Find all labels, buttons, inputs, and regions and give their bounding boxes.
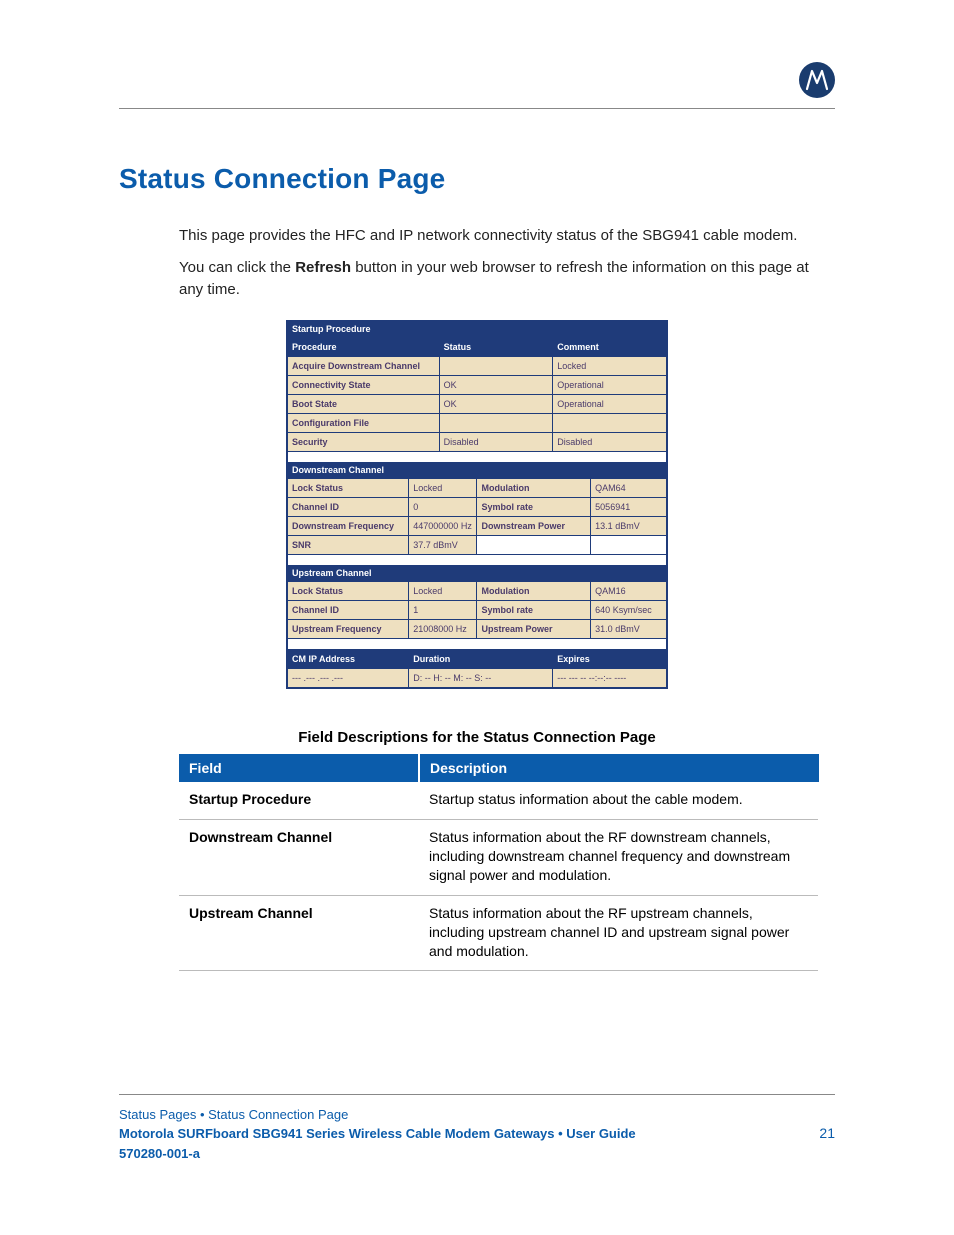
motorola-logo-icon xyxy=(799,62,835,98)
table-row: Channel ID1Symbol rate640 Ksym/sec xyxy=(288,601,667,620)
ip-h0: CM IP Address xyxy=(288,650,409,669)
table-row: Upstream Frequency21008000 HzUpstream Po… xyxy=(288,620,667,639)
startup-h1: Status xyxy=(439,338,553,357)
table-row: Channel ID0Symbol rate5056941 xyxy=(288,498,667,517)
table-row: Lock StatusLockedModulationQAM16 xyxy=(288,582,667,601)
status-screenshot: Startup Procedure Procedure Status Comme… xyxy=(286,320,668,689)
footer-doc-number: 570280-001-a xyxy=(119,1144,835,1164)
field-descriptions-table: Field Description Startup Procedure Star… xyxy=(179,754,819,971)
footer-guide-title: Motorola SURFboard SBG941 Series Wireles… xyxy=(119,1124,835,1144)
table-row: Boot StateOKOperational xyxy=(288,395,667,414)
ip-h2: Expires xyxy=(553,650,667,669)
footer-breadcrumb: Status Pages • Status Connection Page xyxy=(119,1105,835,1125)
field-desc-heading: Field Descriptions for the Status Connec… xyxy=(119,729,835,746)
ip-h1: Duration xyxy=(409,650,553,669)
startup-header-row: Procedure Status Comment xyxy=(288,338,667,357)
downstream-table: Lock StatusLockedModulationQAM64 Channel… xyxy=(287,478,667,565)
startup-section-title: Startup Procedure xyxy=(287,321,667,337)
field-h1: Description xyxy=(419,754,818,782)
header-rule xyxy=(119,108,835,109)
table-row: Downstream Frequency447000000 HzDownstre… xyxy=(288,517,667,536)
table-row: Configuration File xyxy=(288,414,667,433)
table-row: --- .--- .--- .--- D: -- H: -- M: -- S: … xyxy=(288,669,667,688)
intro-p2: You can click the Refresh button in your… xyxy=(179,257,835,301)
table-row: SNR37.7 dBmV xyxy=(288,536,667,555)
ip-table: CM IP Address Duration Expires --- .--- … xyxy=(287,649,667,688)
table-row: SecurityDisabledDisabled xyxy=(288,433,667,452)
upstream-section-title: Upstream Channel xyxy=(287,565,667,581)
startup-table: Procedure Status Comment Acquire Downstr… xyxy=(287,337,667,462)
table-row: Upstream Channel Status information abou… xyxy=(179,895,818,971)
ip-header-row: CM IP Address Duration Expires xyxy=(288,650,667,669)
field-h0: Field xyxy=(179,754,419,782)
page-title: Status Connection Page xyxy=(119,163,835,195)
table-row: Lock StatusLockedModulationQAM64 xyxy=(288,479,667,498)
page-footer: Status Pages • Status Connection Page Mo… xyxy=(119,1094,835,1164)
intro-p1: This page provides the HFC and IP networ… xyxy=(179,225,835,247)
upstream-table: Lock StatusLockedModulationQAM16 Channel… xyxy=(287,581,667,649)
startup-h2: Comment xyxy=(553,338,667,357)
intro-text: This page provides the HFC and IP networ… xyxy=(179,225,835,300)
table-row: Startup Procedure Startup status informa… xyxy=(179,782,818,819)
table-row: Downstream Channel Status information ab… xyxy=(179,820,818,896)
table-row: Connectivity StateOKOperational xyxy=(288,376,667,395)
footer-page-number: 21 xyxy=(819,1123,835,1144)
table-row: Acquire Downstream ChannelLocked xyxy=(288,357,667,376)
field-table-header: Field Description xyxy=(179,754,818,782)
startup-h0: Procedure xyxy=(288,338,440,357)
downstream-section-title: Downstream Channel xyxy=(287,462,667,478)
